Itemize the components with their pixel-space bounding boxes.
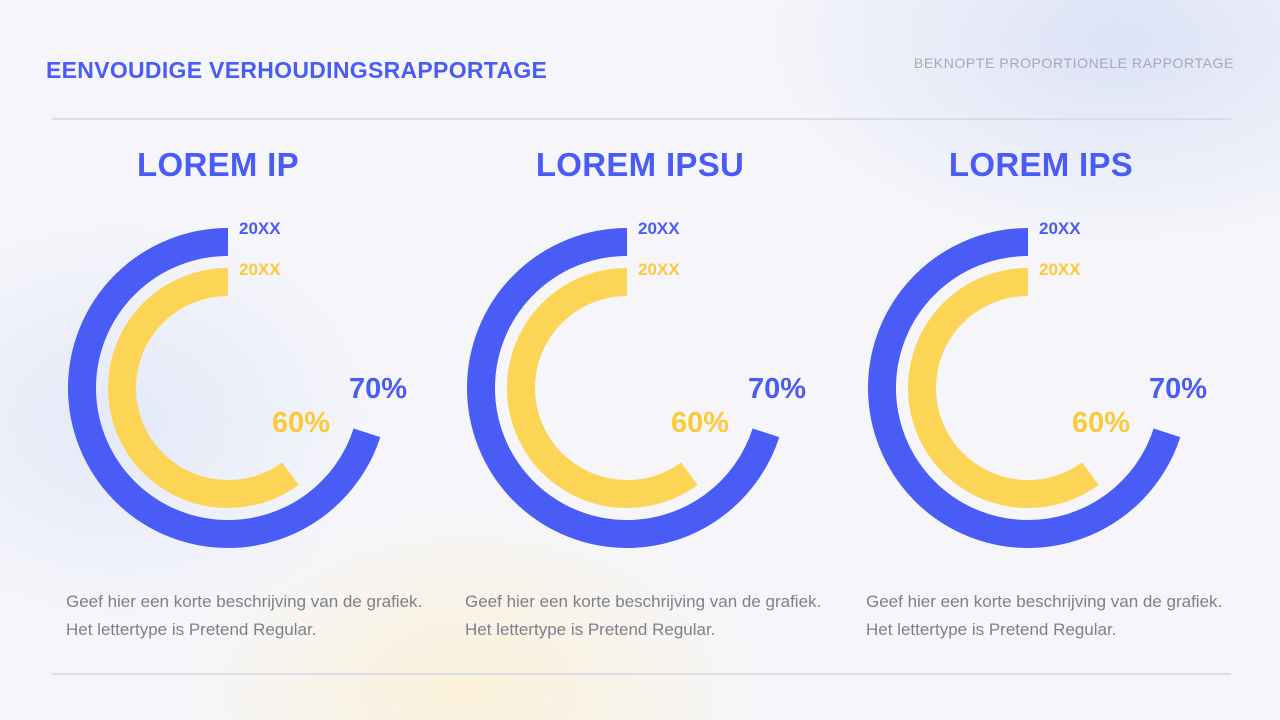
inner-ring-arc bbox=[908, 268, 1148, 508]
inner-ring-value: 60% bbox=[1072, 407, 1131, 439]
chart-panel-3: LOREM IPS 20XX 20XX 70% 60% Geef hier ee… bbox=[866, 140, 1266, 660]
outer-ring-label: 20XX bbox=[638, 219, 680, 238]
inner-ring-arc bbox=[507, 268, 747, 508]
page-title: EENVOUDIGE VERHOUDINGSRAPPORTAGE bbox=[46, 57, 548, 83]
chart-panel-2: LOREM IPSU 20XX 20XX 70% 60% Geef hier e… bbox=[465, 140, 865, 660]
page-subtitle: BEKNOPTE PROPORTIONELE RAPPORTAGE bbox=[913, 55, 1234, 71]
outer-ring-arc bbox=[68, 228, 388, 548]
radial-chart-svg bbox=[467, 228, 787, 548]
inner-ring-label: 20XX bbox=[638, 260, 680, 279]
outer-ring-label: 20XX bbox=[1039, 219, 1081, 238]
bottom-divider bbox=[52, 673, 1231, 675]
outer-ring-value: 70% bbox=[748, 373, 807, 405]
radial-chart: 20XX 20XX 70% 60% bbox=[866, 219, 1226, 560]
outer-ring-label: 20XX bbox=[239, 219, 281, 238]
inner-ring-value: 60% bbox=[671, 407, 730, 439]
outer-ring-arc bbox=[467, 228, 787, 548]
radial-chart: 20XX 20XX 70% 60% bbox=[465, 219, 825, 560]
inner-ring-arc bbox=[108, 268, 348, 508]
radial-chart-svg bbox=[68, 228, 388, 548]
radial-chart: 20XX 20XX 70% 60% bbox=[66, 219, 426, 560]
inner-ring-label: 20XX bbox=[239, 260, 281, 279]
chart-panel-1: LOREM IP 20XX 20XX 70% 60% Geef hier een… bbox=[66, 140, 466, 660]
radial-chart-svg bbox=[868, 228, 1188, 548]
top-divider bbox=[52, 118, 1231, 120]
outer-ring-value: 70% bbox=[1149, 373, 1208, 405]
chart-description: Geef hier een korte beschrijving van de … bbox=[866, 592, 1223, 639]
inner-ring-value: 60% bbox=[272, 407, 331, 439]
outer-ring-value: 70% bbox=[349, 373, 408, 405]
chart-title: LOREM IPSU bbox=[535, 146, 745, 183]
outer-ring-arc bbox=[868, 228, 1188, 548]
chart-title: LOREM IPS bbox=[948, 146, 1134, 183]
chart-description: Geef hier een korte beschrijving van de … bbox=[66, 592, 423, 639]
chart-description: Geef hier een korte beschrijving van de … bbox=[465, 592, 822, 639]
inner-ring-label: 20XX bbox=[1039, 260, 1081, 279]
chart-title: LOREM IP bbox=[137, 146, 299, 183]
